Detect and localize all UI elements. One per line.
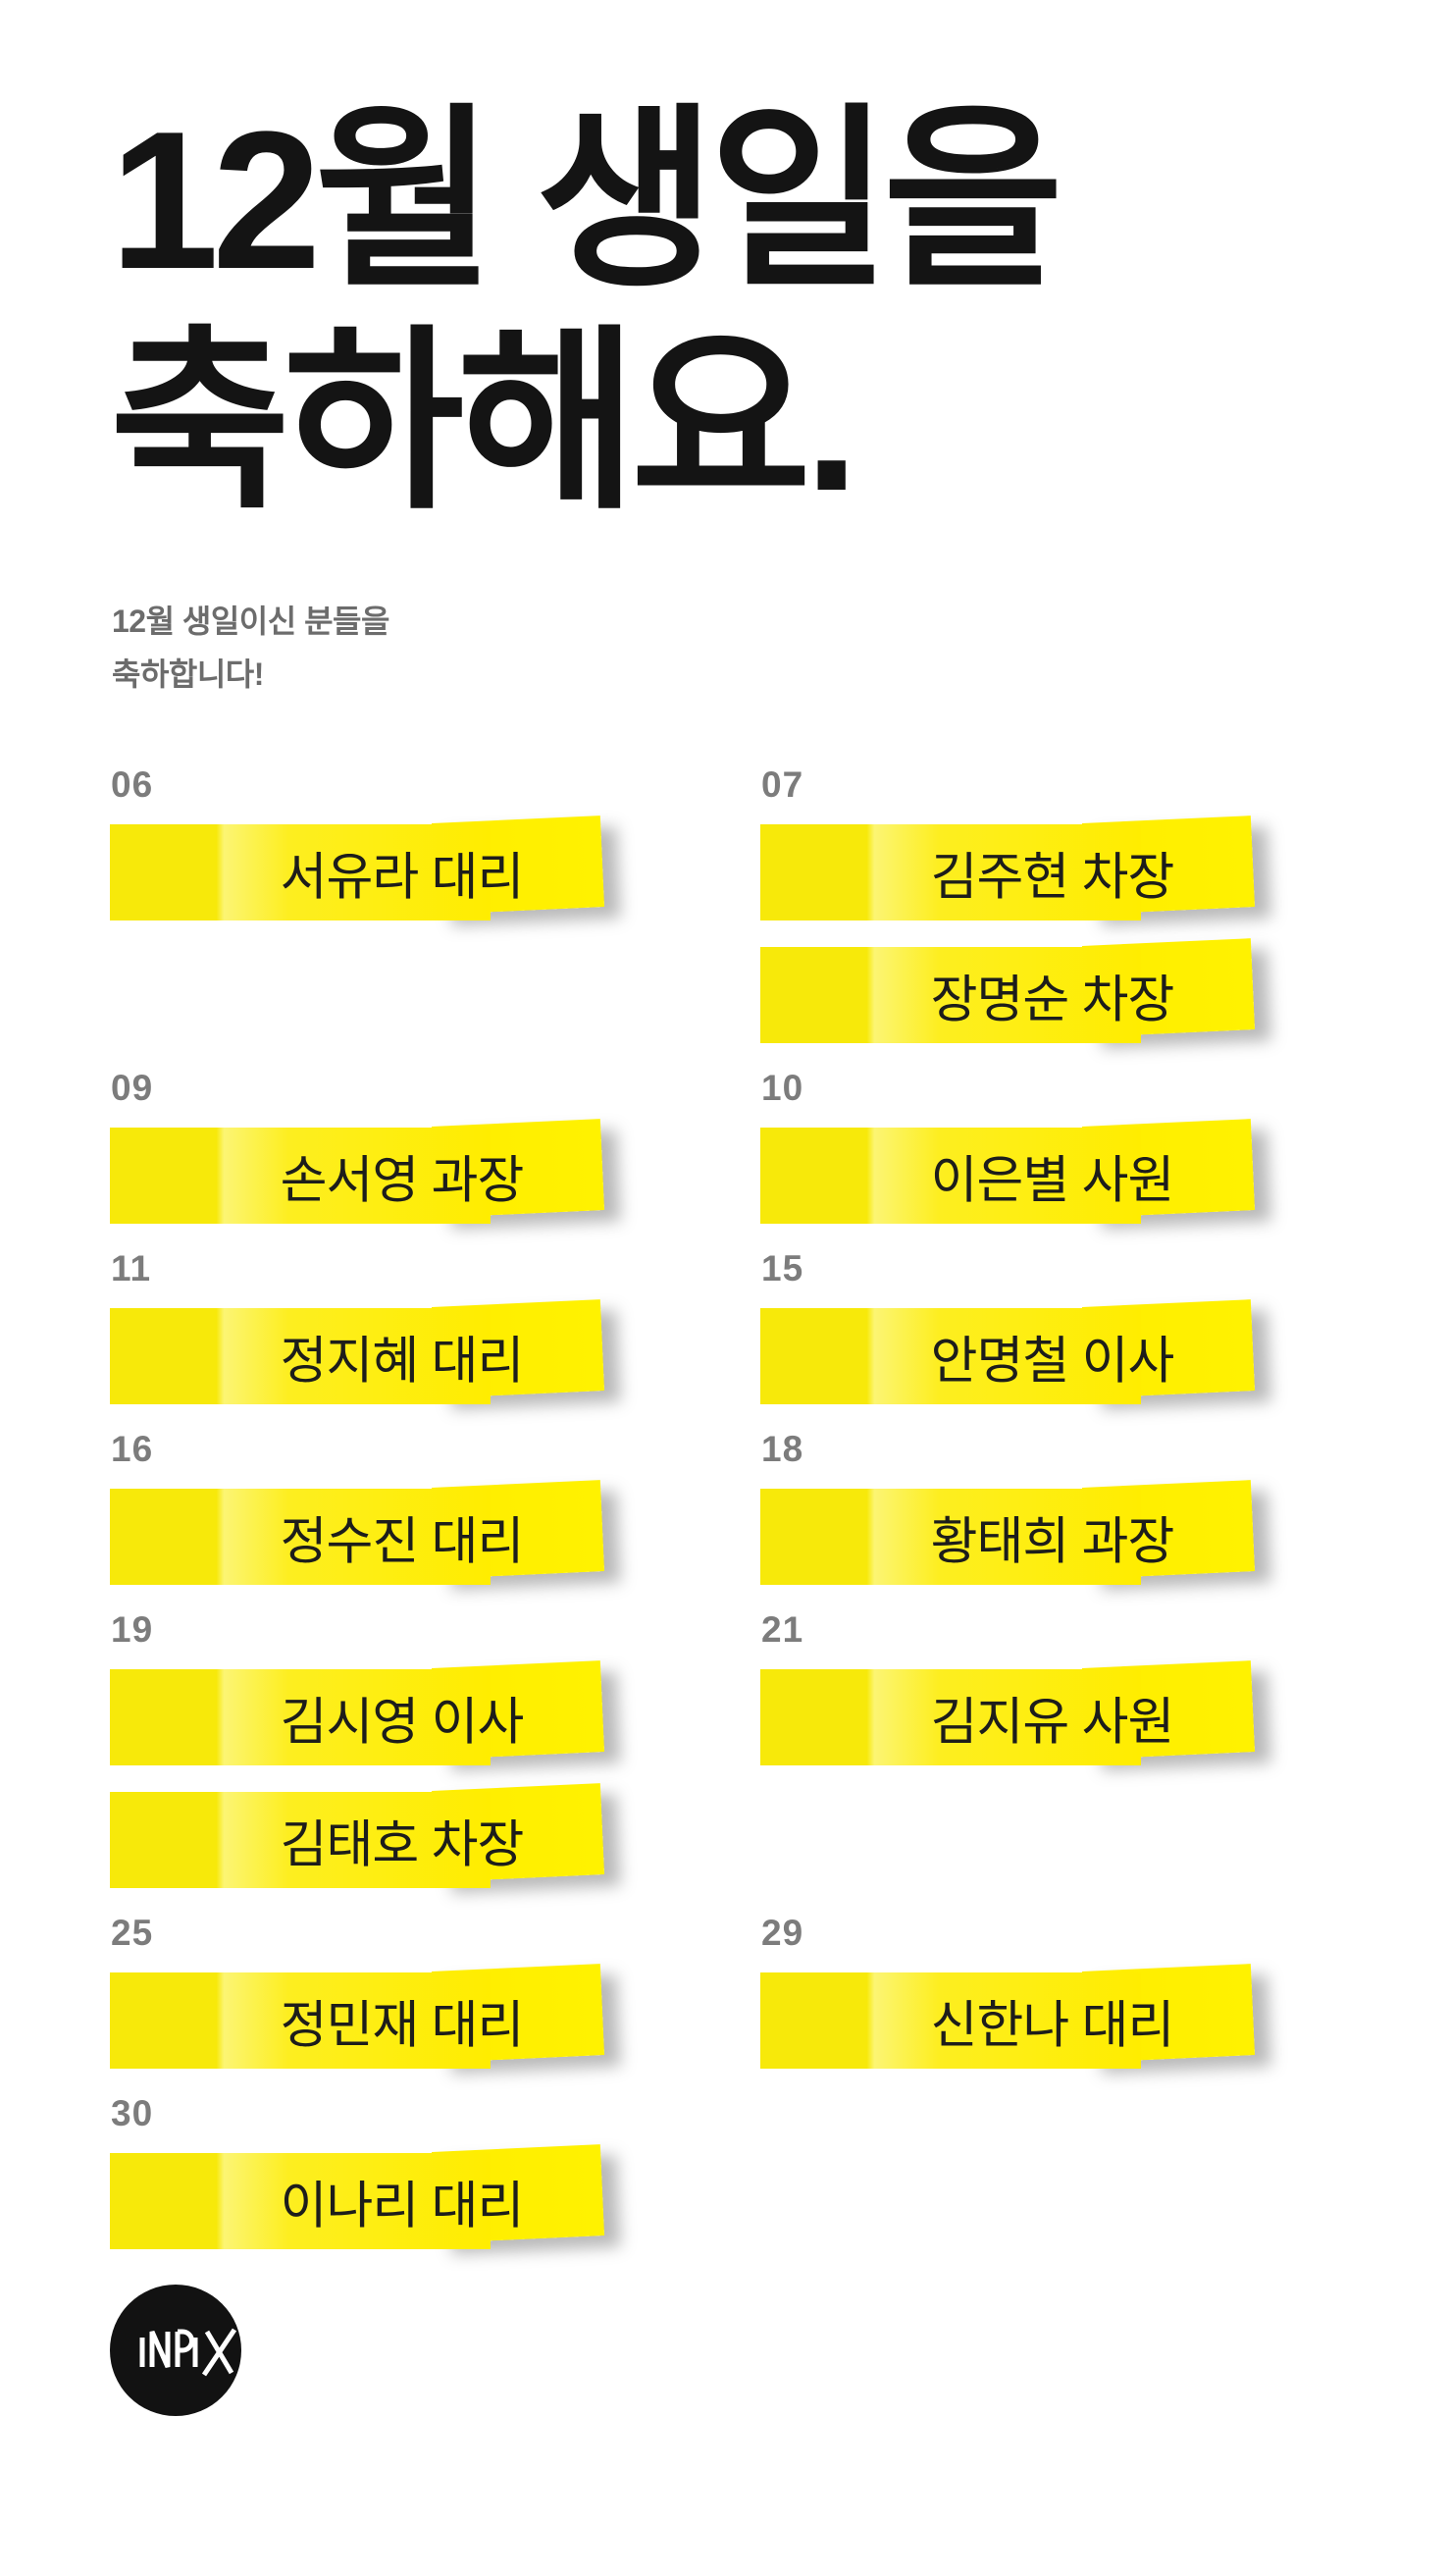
birthday-tag: 정수진 대리 [110,1479,604,1585]
birthday-group-19: 19 김시영 이사 김태호 차장 [110,1608,604,1888]
birthday-tag: 이은별 사원 [760,1118,1255,1224]
birthday-name: 이은별 사원 [930,1152,1175,1210]
birthday-date: 25 [111,1912,154,1953]
birthday-name: 이나리 대리 [280,2178,525,2235]
birthday-date: 11 [111,1247,152,1288]
birthday-date: 15 [761,1247,804,1288]
birthday-name: 김시영 이사 [280,1694,525,1752]
birthday-tag: 장명순 차장 [760,937,1255,1043]
birthday-date: 10 [761,1067,804,1108]
birthday-tag: 손서영 과장 [110,1118,604,1224]
birthday-name: 정수진 대리 [280,1513,525,1571]
birthday-name: 김태호 차장 [280,1816,525,1874]
logo-letter-n [149,2330,171,2368]
logo-letter-x [201,2328,237,2377]
birthday-tag: 김시영 이사 [110,1659,604,1765]
birthday-group-06: 06 서유라 대리 [110,763,604,920]
inpix-logo-text: INPIX [110,2416,111,2417]
inpix-logo: INPIX [110,2284,241,2417]
birthday-date: 18 [761,1428,804,1469]
highlighter-stroke-base [760,823,1141,920]
birthday-group-15: 15 안명철 이사 [760,1247,1255,1404]
page-title-line1: 12월 생일을 [110,91,1063,310]
birthday-group-30: 30 이나리 대리 [110,2092,604,2249]
birthday-group-18: 18 황태희 과장 [760,1428,1255,1585]
birthday-group-29: 29 신한나 대리 [760,1912,1255,2069]
page-subtitle-line2: 축하합니다! [112,657,264,693]
birthday-list: 06 서유라 대리 07 김주현 차장 장명순 차장 09 [110,766,1449,2249]
birthday-date: 19 [111,1608,154,1650]
highlighter-stroke-base [110,823,491,920]
logo-wordmark [139,2328,237,2377]
highlighter-stroke-base [110,1127,491,1224]
birthday-date: 06 [111,763,154,805]
birthday-tag: 신한나 대리 [760,1963,1255,2069]
birthday-date: 07 [761,763,804,805]
highlighter-stroke-base [110,1668,491,1765]
birthday-date: 30 [111,2092,154,2133]
page-subtitle-line1: 12월 생일이신 분들을 [112,604,389,639]
birthday-name: 김지유 사원 [930,1694,1175,1752]
highlighter-stroke-base [110,1971,491,2069]
birthday-name: 황태희 과장 [930,1513,1175,1571]
birthday-group-09: 09 손서영 과장 [110,1067,604,1224]
birthday-name: 장명순 차장 [930,972,1175,1029]
highlighter-stroke-base [760,1488,1141,1585]
inpix-logo-mark [110,2284,241,2416]
birthday-group-16: 16 정수진 대리 [110,1428,604,1585]
birthday-name: 안명철 이사 [930,1333,1175,1391]
birthday-tag: 황태희 과장 [760,1479,1255,1585]
birthday-group-07: 07 김주현 차장 장명순 차장 [760,763,1255,1043]
highlighter-stroke-base [760,1668,1141,1765]
birthday-name: 서유라 대리 [280,849,525,907]
birthday-tag: 서유라 대리 [110,815,604,920]
highlighter-stroke-base [110,1307,491,1404]
birthday-name: 정민재 대리 [280,1997,525,2055]
birthday-group-21: 21 김지유 사원 [760,1608,1255,1765]
birthday-tag: 김주현 차장 [760,815,1255,920]
birthday-tag: 김지유 사원 [760,1659,1255,1765]
birthday-group-10: 10 이은별 사원 [760,1067,1255,1224]
birthday-tag: 안명철 이사 [760,1298,1255,1404]
birthday-tag: 이나리 대리 [110,2143,604,2249]
highlighter-stroke-base [760,1307,1141,1404]
birthday-date: 21 [761,1608,804,1650]
page-title: 12월 생일을 축하해요. [110,90,1449,534]
birthday-group-25: 25 정민재 대리 [110,1912,604,2069]
birthday-tag: 정지혜 대리 [110,1298,604,1404]
birthday-name: 김주현 차장 [930,849,1175,907]
birthday-date: 09 [111,1067,154,1108]
highlighter-stroke-base [760,1971,1141,2069]
birthday-group-11: 11 정지혜 대리 [110,1247,604,1404]
highlighter-stroke-base [760,1127,1141,1224]
birthday-date: 29 [761,1912,804,1953]
highlighter-stroke-base [110,1791,491,1888]
birthday-name: 손서영 과장 [280,1152,525,1210]
highlighter-stroke-base [110,1488,491,1585]
birthday-tag: 김태호 차장 [110,1782,604,1888]
highlighter-stroke-base [110,2152,491,2249]
birthday-tag: 정민재 대리 [110,1963,604,2069]
birthday-name: 신한나 대리 [930,1997,1175,2055]
page-title-line2: 축하해요. [110,313,859,532]
highlighter-stroke-base [760,946,1141,1043]
birthday-date: 16 [111,1428,154,1469]
birthday-name: 정지혜 대리 [280,1333,525,1391]
logo-letter-p [175,2329,194,2367]
